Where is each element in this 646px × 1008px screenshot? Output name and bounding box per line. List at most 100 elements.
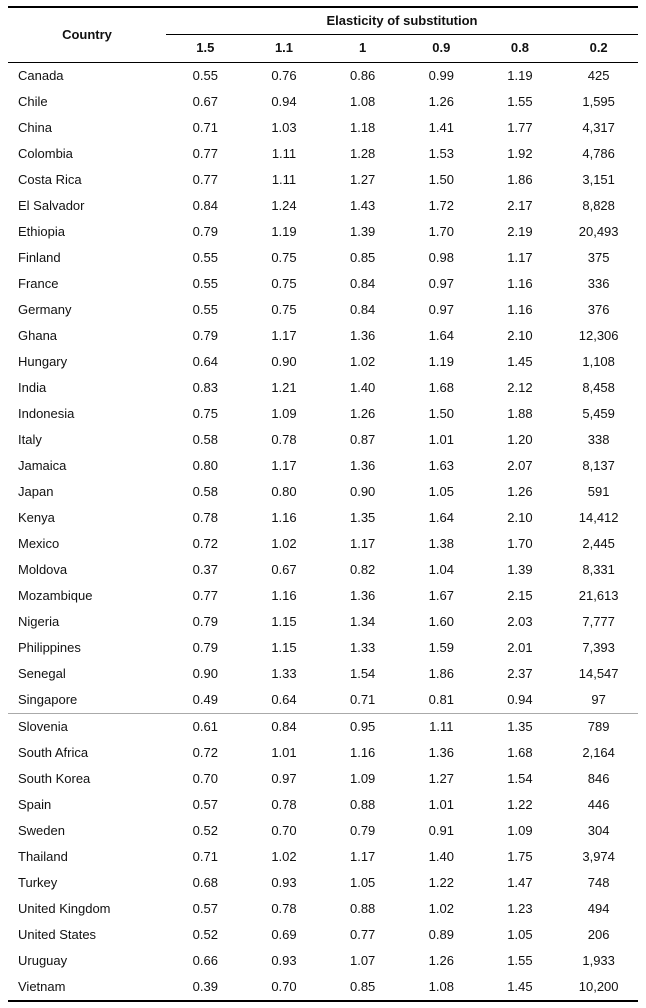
value-cell: 1.01 <box>428 432 454 447</box>
value-cell: 8,331 <box>582 562 615 577</box>
value-cell: 1.45 <box>507 354 533 369</box>
value-cell: 0.52 <box>192 927 218 942</box>
value-cell: 1.50 <box>428 172 454 187</box>
country-cell: Ghana <box>18 328 58 343</box>
value-cell: 1.68 <box>428 380 454 395</box>
country-cell: Thailand <box>18 849 68 864</box>
value-cell: 0.49 <box>192 692 218 707</box>
value-cell: 1.16 <box>271 588 297 603</box>
value-cell: 1.27 <box>428 771 454 786</box>
value-cell: 0.81 <box>428 692 454 707</box>
country-cell: Costa Rica <box>18 172 82 187</box>
value-cell: 1,933 <box>582 953 615 968</box>
value-cell: 1.08 <box>428 979 454 994</box>
table-row: Chile 0.67 0.94 1.08 1.26 1.55 1,595 <box>8 89 638 115</box>
country-cell: Hungary <box>18 354 68 369</box>
value-cell: 1.19 <box>428 354 454 369</box>
value-cell: 1.64 <box>428 328 454 343</box>
value-cell: 0.77 <box>192 588 218 603</box>
value-cell: 7,777 <box>582 614 615 629</box>
value-cell: 8,828 <box>582 198 615 213</box>
value-cell: 0.76 <box>271 68 297 83</box>
value-cell: 1.27 <box>349 172 376 187</box>
country-cell: Singapore <box>18 692 78 707</box>
value-cell: 1.04 <box>428 562 454 577</box>
value-cell: 2.17 <box>507 198 533 213</box>
value-cell: 0.78 <box>271 797 297 812</box>
value-cell: 4,317 <box>582 120 615 135</box>
value-cell: 0.84 <box>349 276 376 291</box>
value-cell: 1.09 <box>349 771 376 786</box>
value-cell: 0.79 <box>192 328 218 343</box>
country-cell: South Africa <box>18 745 89 760</box>
value-cell: 1.70 <box>507 536 533 551</box>
value-cell: 0.89 <box>428 927 454 942</box>
value-cell: 0.69 <box>271 927 297 942</box>
value-cell: 1.17 <box>507 250 533 265</box>
value-cell: 1.64 <box>428 510 454 525</box>
value-cell: 1.63 <box>428 458 454 473</box>
value-cell: 1.92 <box>507 146 533 161</box>
value-cell: 1.53 <box>428 146 454 161</box>
country-cell: Colombia <box>18 146 73 161</box>
value-cell: 1.72 <box>428 198 454 213</box>
country-cell: Nigeria <box>18 614 60 629</box>
value-cell: 12,306 <box>578 328 619 343</box>
value-cell: 1.36 <box>428 745 454 760</box>
value-cell: 1.33 <box>271 666 297 681</box>
value-cell: 2.19 <box>507 224 533 239</box>
country-cell: Vietnam <box>18 979 66 994</box>
value-cell: 0.87 <box>349 432 376 447</box>
value-cell: 1.86 <box>428 666 454 681</box>
table-row: Germany 0.55 0.75 0.84 0.97 1.16 376 <box>8 297 638 323</box>
table-header: Country Elasticity of substitution 1.5 1.… <box>8 7 638 63</box>
country-cell: Turkey <box>18 875 58 890</box>
value-cell: 0.98 <box>428 250 454 265</box>
value-cell: 1.17 <box>349 536 376 551</box>
country-cell: Jamaica <box>18 458 67 473</box>
value-cell: 1.11 <box>271 146 297 161</box>
value-cell: 3,151 <box>582 172 615 187</box>
country-cell: Ethiopia <box>18 224 65 239</box>
country-cell: Canada <box>18 68 64 83</box>
value-cell: 1.17 <box>271 458 297 473</box>
value-cell: 0.37 <box>192 562 218 577</box>
value-cell: 0.71 <box>192 849 218 864</box>
table-row: Costa Rica 0.77 1.11 1.27 1.50 1.86 3,151 <box>8 167 638 193</box>
column-header: 0.2 <box>559 34 638 63</box>
value-cell: 1,595 <box>582 94 615 109</box>
value-cell: 0.90 <box>271 354 297 369</box>
country-cell: Moldova <box>18 562 68 577</box>
value-cell: 0.64 <box>192 354 218 369</box>
value-cell: 1.68 <box>507 745 533 760</box>
value-cell: 338 <box>587 432 610 447</box>
value-cell: 375 <box>587 250 610 265</box>
column-header: 1.5 <box>166 34 245 63</box>
value-cell: 1.18 <box>349 120 376 135</box>
table-row: Moldova 0.37 0.67 0.82 1.04 1.39 8,331 <box>8 557 638 583</box>
table-row: Kenya 0.78 1.16 1.35 1.64 2.10 14,412 <box>8 505 638 531</box>
value-cell: 1.03 <box>271 120 297 135</box>
value-cell: 1.26 <box>349 406 376 421</box>
country-cell: South Korea <box>18 771 91 786</box>
country-cell: El Salvador <box>18 198 85 213</box>
country-column-header: Country <box>8 7 166 63</box>
value-cell: 1.02 <box>349 354 376 369</box>
country-cell: Kenya <box>18 510 55 525</box>
value-cell: 14,547 <box>578 666 619 681</box>
value-cell: 1.54 <box>349 666 376 681</box>
value-cell: 1.47 <box>507 875 533 890</box>
value-cell: 0.94 <box>271 94 297 109</box>
value-cell: 20,493 <box>578 224 619 239</box>
value-cell: 336 <box>587 276 610 291</box>
value-cell: 1.09 <box>271 406 297 421</box>
country-cell: United Kingdom <box>18 901 111 916</box>
value-cell: 14,412 <box>578 510 619 525</box>
value-cell: 0.64 <box>271 692 297 707</box>
column-header: 1 <box>323 34 402 63</box>
value-cell: 0.86 <box>349 68 376 83</box>
value-cell: 0.77 <box>192 146 218 161</box>
value-cell: 0.55 <box>192 250 218 265</box>
value-cell: 0.93 <box>271 875 297 890</box>
value-cell: 0.55 <box>192 302 218 317</box>
